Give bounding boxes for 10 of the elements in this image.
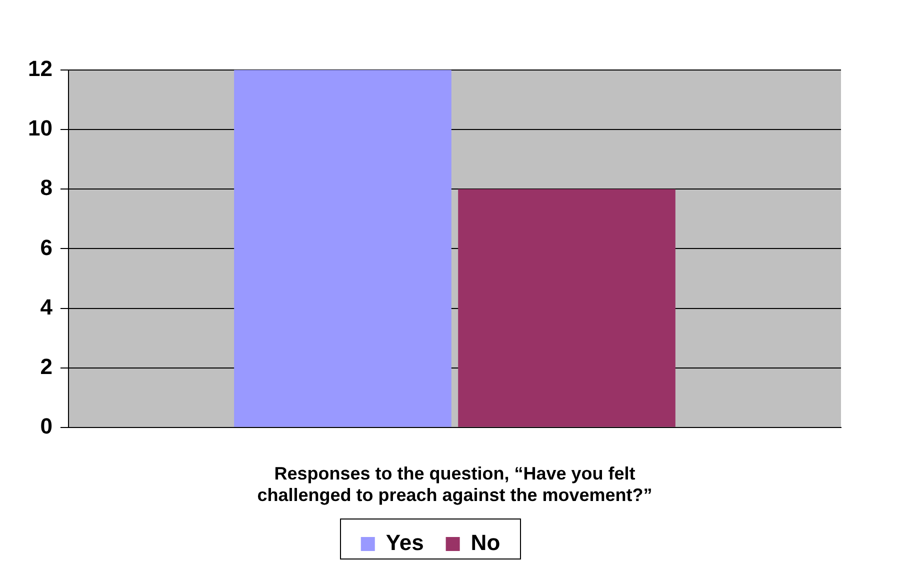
y-tick-label: 4 — [40, 294, 54, 320]
x-axis-title: Responses to the question, “Have you felt challenged to preach against the movement?” — [257, 464, 652, 506]
y-tick-label: 6 — [40, 234, 52, 260]
y-tick-label: 12 — [28, 56, 52, 82]
y-tick-label: 2 — [40, 354, 52, 379]
y-tick-label: 10 — [28, 116, 52, 141]
legend-label: No — [470, 530, 500, 556]
y-tick-label: 0 — [40, 413, 52, 438]
y-tick-label: 8 — [40, 175, 52, 200]
legend-label: Yes — [386, 530, 424, 556]
